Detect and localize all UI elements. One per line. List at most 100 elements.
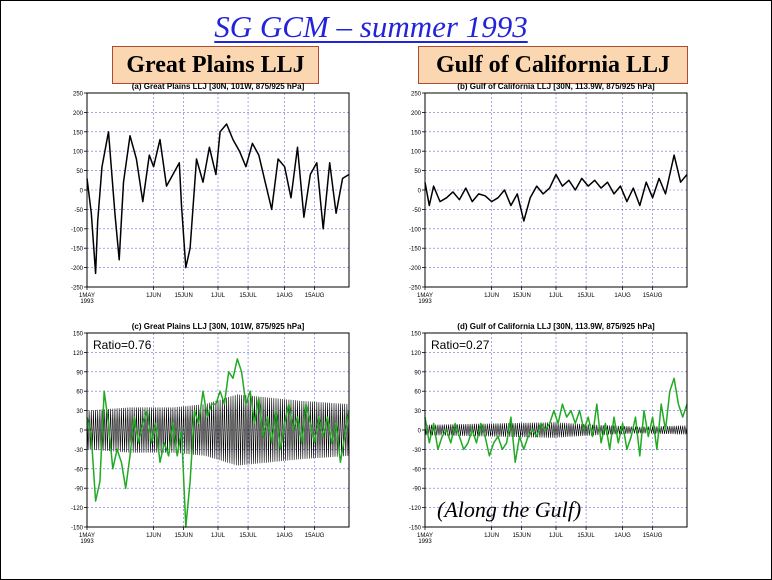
y-tick-label: 120 bbox=[73, 351, 84, 357]
x-tick-label: 15JUL bbox=[577, 533, 595, 539]
y-tick-label: 50 bbox=[414, 169, 421, 175]
x-tick-label: 1JUN bbox=[146, 533, 161, 539]
y-tick-label: 0 bbox=[418, 429, 422, 435]
y-tick-label: -200 bbox=[71, 266, 84, 272]
y-tick-label: -90 bbox=[412, 487, 421, 493]
x-tick-label: 1MAY bbox=[79, 293, 95, 299]
chart-panel-c: (c) Great Plains LLJ [30N, 101W, 875/925… bbox=[71, 322, 350, 545]
y-tick-label: -50 bbox=[74, 208, 83, 214]
y-tick-label: 100 bbox=[411, 150, 422, 156]
y-tick-label: -150 bbox=[409, 247, 422, 253]
great-plains-label: Great Plains LLJ bbox=[112, 46, 319, 84]
series-line-a bbox=[86, 123, 350, 275]
x-tick-label: 1JUN bbox=[146, 293, 161, 299]
x-tick-label: 1993 bbox=[418, 539, 432, 545]
y-tick-label: 250 bbox=[73, 92, 84, 98]
chart-panel-d: (d) Gulf of California LLJ [30N, 113.9W,… bbox=[409, 322, 688, 545]
y-tick-label: -30 bbox=[412, 448, 421, 454]
y-tick-label: -150 bbox=[71, 247, 84, 253]
y-tick-label: 90 bbox=[76, 370, 83, 376]
along-the-gulf-caption: (Along the Gulf) bbox=[437, 497, 582, 522]
y-tick-label: 30 bbox=[76, 409, 83, 415]
x-tick-label: 15JUN bbox=[512, 533, 530, 539]
y-tick-label: -100 bbox=[409, 227, 422, 233]
x-tick-label: 15JUN bbox=[174, 533, 192, 539]
plot-frame-d bbox=[424, 332, 688, 528]
y-tick-label: 100 bbox=[73, 150, 84, 156]
x-tick-label: 1JUL bbox=[211, 293, 226, 299]
y-tick-label: -250 bbox=[71, 286, 84, 292]
plot-frame-c bbox=[86, 332, 350, 528]
ratio-label-d: Ratio=0.27 bbox=[431, 338, 490, 352]
y-tick-label: -120 bbox=[409, 506, 422, 512]
y-tick-label: 60 bbox=[414, 390, 421, 396]
x-tick-label: 15AUG bbox=[643, 293, 663, 299]
y-tick-label: -150 bbox=[71, 526, 84, 532]
chart-panel-b: (b) Gulf of California LLJ [30N, 113.9W,… bbox=[409, 82, 688, 305]
slide-title: SG GCM – summer 1993 bbox=[214, 9, 528, 44]
x-tick-label: 1JUL bbox=[549, 293, 564, 299]
y-tick-label: -60 bbox=[74, 467, 83, 473]
x-tick-label: 15JUN bbox=[512, 293, 530, 299]
plot-frame-b bbox=[424, 92, 688, 288]
x-tick-label: 1993 bbox=[418, 299, 432, 305]
ratio-label-c: Ratio=0.76 bbox=[93, 338, 152, 352]
y-tick-label: 250 bbox=[411, 92, 422, 98]
x-tick-label: 1AUG bbox=[614, 293, 631, 299]
y-tick-label: -50 bbox=[412, 208, 421, 214]
x-tick-label: 1AUG bbox=[614, 533, 631, 539]
chart-title-d: (d) Gulf of California LLJ [30N, 113.9W,… bbox=[457, 322, 655, 331]
x-tick-label: 15AUG bbox=[305, 533, 325, 539]
x-tick-label: 15JUL bbox=[577, 293, 595, 299]
x-tick-label: 15AUG bbox=[643, 533, 663, 539]
y-tick-label: 120 bbox=[411, 351, 422, 357]
diurnal-series-d bbox=[424, 422, 688, 438]
x-tick-label: 1MAY bbox=[79, 533, 95, 539]
plot-frame-a bbox=[86, 92, 350, 288]
x-tick-label: 15JUN bbox=[174, 293, 192, 299]
chart-title-a: (a) Great Plains LLJ [30N, 101W, 875/925… bbox=[132, 82, 305, 91]
chart-title-c: (c) Great Plains LLJ [30N, 101W, 875/925… bbox=[132, 322, 305, 331]
x-tick-label: 15JUL bbox=[239, 533, 257, 539]
x-tick-label: 15AUG bbox=[305, 293, 325, 299]
y-tick-label: -120 bbox=[71, 506, 84, 512]
x-tick-label: 1AUG bbox=[276, 533, 293, 539]
x-tick-label: 15JUL bbox=[239, 293, 257, 299]
x-tick-label: 1MAY bbox=[417, 293, 433, 299]
y-tick-label: -200 bbox=[409, 266, 422, 272]
series-line-b bbox=[424, 154, 688, 222]
y-tick-label: 90 bbox=[414, 370, 421, 376]
y-tick-label: 50 bbox=[76, 169, 83, 175]
y-tick-label: 150 bbox=[73, 332, 84, 338]
y-tick-label: 0 bbox=[418, 189, 422, 195]
chart-panel-a: (a) Great Plains LLJ [30N, 101W, 875/925… bbox=[71, 82, 350, 305]
y-tick-label: -90 bbox=[74, 487, 83, 493]
y-tick-label: -250 bbox=[409, 286, 422, 292]
y-tick-label: 200 bbox=[73, 111, 84, 117]
y-tick-label: 60 bbox=[76, 390, 83, 396]
y-tick-label: 30 bbox=[414, 409, 421, 415]
y-tick-label: 150 bbox=[411, 332, 422, 338]
x-tick-label: 1JUN bbox=[484, 533, 499, 539]
y-tick-label: -150 bbox=[409, 526, 422, 532]
y-tick-label: 0 bbox=[80, 189, 84, 195]
series-line-d bbox=[424, 377, 688, 464]
series-line-c bbox=[86, 358, 350, 528]
x-tick-label: 1JUL bbox=[211, 533, 226, 539]
gulf-of-california-label: Gulf of California LLJ bbox=[418, 46, 688, 84]
y-tick-label: 0 bbox=[80, 429, 84, 435]
y-tick-label: -30 bbox=[74, 448, 83, 454]
diurnal-series-c bbox=[86, 394, 350, 466]
x-tick-label: 1AUG bbox=[276, 293, 293, 299]
y-tick-label: 150 bbox=[73, 130, 84, 136]
y-tick-label: 200 bbox=[411, 111, 422, 117]
chart-title-b: (b) Gulf of California LLJ [30N, 113.9W,… bbox=[457, 82, 655, 91]
x-tick-label: 1JUN bbox=[484, 293, 499, 299]
x-tick-label: 1MAY bbox=[417, 533, 433, 539]
x-tick-label: 1993 bbox=[80, 299, 94, 305]
y-tick-label: 150 bbox=[411, 130, 422, 136]
x-tick-label: 1JUL bbox=[549, 533, 564, 539]
y-tick-label: -60 bbox=[412, 467, 421, 473]
x-tick-label: 1993 bbox=[80, 539, 94, 545]
